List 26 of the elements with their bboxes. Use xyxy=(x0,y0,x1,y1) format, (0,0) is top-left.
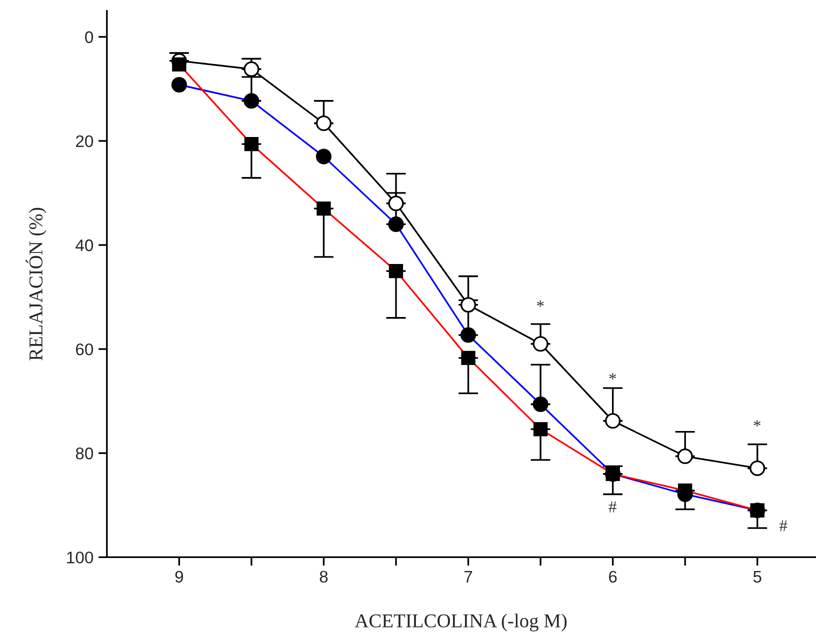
point xyxy=(460,297,476,313)
point xyxy=(677,448,693,464)
y-tick-label: 60 xyxy=(76,343,94,356)
y-tick-label: 40 xyxy=(76,239,94,252)
point xyxy=(750,460,766,476)
y-tick-label: 0 xyxy=(85,31,94,44)
annotation: * xyxy=(537,300,544,307)
annotation: * xyxy=(609,373,616,380)
x-tick-label: 6 xyxy=(609,570,617,583)
annotation: * xyxy=(754,420,760,426)
x-tick-label: 9 xyxy=(175,570,184,583)
point xyxy=(532,336,548,352)
y-tick-label: 20 xyxy=(76,135,94,148)
x-tick-label: 8 xyxy=(320,570,328,583)
x-axis-title: ACETILCOLINA (-log M) xyxy=(354,614,567,632)
y-tick-label: 100 xyxy=(67,552,94,564)
point xyxy=(244,61,260,77)
annotation: # xyxy=(608,501,616,512)
x-tick-label: 5 xyxy=(753,571,762,583)
y-axis-title: RELAJACIÓN (%) xyxy=(26,208,46,360)
point xyxy=(316,115,332,132)
annotation: # xyxy=(779,520,788,532)
y-tick-label: 80 xyxy=(76,448,94,460)
point xyxy=(605,413,621,429)
point xyxy=(388,196,404,212)
x-tick-label: 7 xyxy=(464,571,472,582)
